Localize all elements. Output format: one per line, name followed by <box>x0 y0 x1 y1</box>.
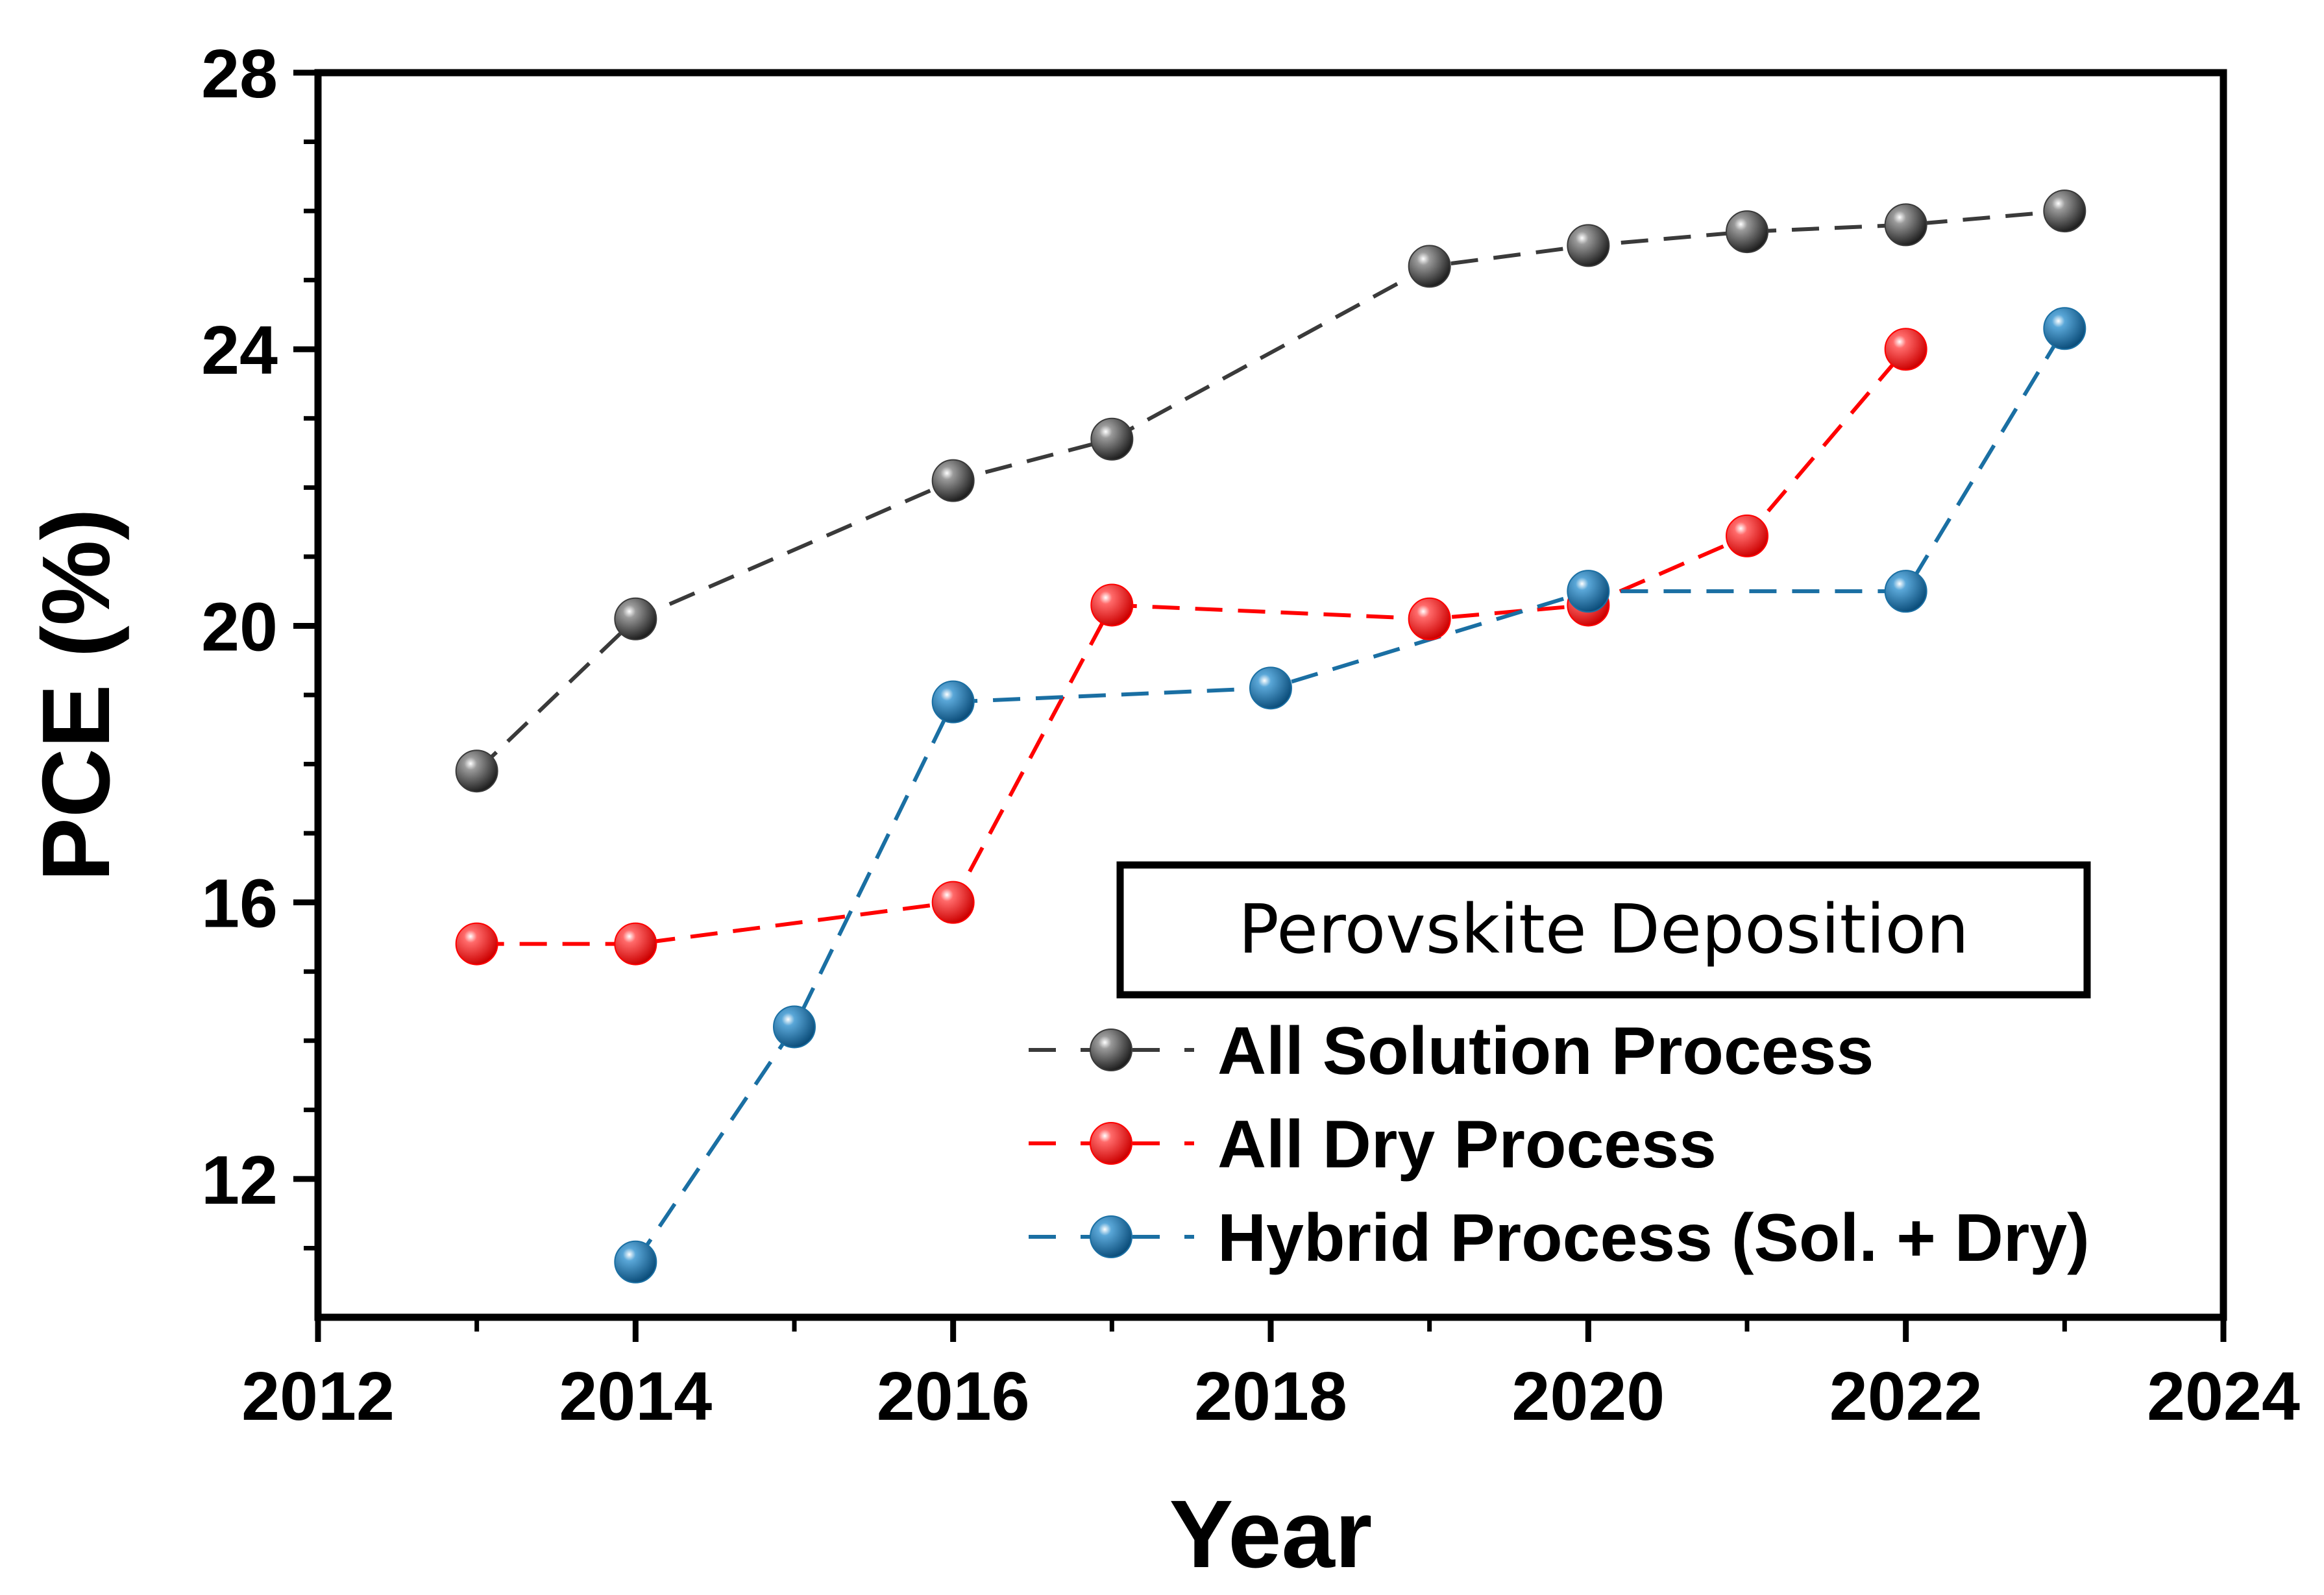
x-axis-title: Year <box>1169 1481 1373 1588</box>
data-point-0-2023 <box>2044 190 2085 232</box>
legend-marker-0 <box>1090 1029 1132 1071</box>
legend: Perovskite Deposition All Solution Proce… <box>1029 865 2090 1276</box>
data-point-2-2015 <box>774 1006 815 1047</box>
legend-marker-2 <box>1090 1216 1132 1258</box>
x-tick-label-2024: 2024 <box>2147 1358 2300 1435</box>
data-point-2-2016 <box>933 681 974 723</box>
x-tick-label-2022: 2022 <box>1829 1358 1983 1435</box>
data-point-0-2016 <box>933 460 974 502</box>
data-point-1-2022 <box>1885 328 1927 370</box>
y-tick-label-24: 24 <box>201 312 278 389</box>
x-tick-label-2020: 2020 <box>1511 1358 1665 1435</box>
y-tick-label-16: 16 <box>201 866 278 942</box>
x-tick-label-2018: 2018 <box>1194 1358 1347 1435</box>
legend-label-0: All Solution Process <box>1217 1014 1874 1089</box>
data-point-0-2019 <box>1409 245 1450 287</box>
data-point-0-2021 <box>1726 211 1768 252</box>
pce-chart: 2012 2014 2016 2018 2020 2022 2024 1216202428 … <box>0 0 2324 1595</box>
data-point-2-2020 <box>1567 570 1609 612</box>
series-line-1 <box>477 349 1906 944</box>
data-point-0-2022 <box>1885 204 1927 245</box>
data-point-1-2014 <box>615 923 656 965</box>
data-point-2-2014 <box>615 1241 656 1283</box>
data-point-1-2019 <box>1409 598 1450 640</box>
y-tick-label-12: 12 <box>201 1142 278 1219</box>
x-tick-label-2012: 2012 <box>241 1358 395 1435</box>
y-axis: 12 16 20 24 28 <box>201 36 318 1248</box>
data-point-0-2020 <box>1567 225 1609 266</box>
data-point-2-2018 <box>1250 667 1291 709</box>
legend-label-1: All Dry Process <box>1217 1107 1717 1182</box>
y-tick-label-20: 20 <box>201 589 278 665</box>
y-axis-title: PCE (%) <box>23 508 130 882</box>
x-tick-label-2014: 2014 <box>559 1358 712 1435</box>
data-point-0-2014 <box>615 598 656 640</box>
data-point-2-2023 <box>2044 308 2085 349</box>
data-point-1-2017 <box>1091 584 1132 626</box>
data-point-1-2016 <box>933 882 974 923</box>
y-tick-label-28: 28 <box>201 36 278 112</box>
legend-title: Perovskite Deposition <box>1238 890 1969 969</box>
data-point-0-2013 <box>456 750 498 792</box>
legend-items: All Solution Process All Dry Process Hybri… <box>1029 1014 2090 1276</box>
x-axis: 2012 2014 2016 2018 2020 2022 2024 <box>241 1317 2300 1435</box>
data-point-2-2022 <box>1885 570 1927 612</box>
x-tick-label-2016: 2016 <box>877 1358 1030 1435</box>
legend-marker-1 <box>1090 1123 1132 1164</box>
data-point-1-2013 <box>456 923 498 965</box>
data-point-0-2017 <box>1091 419 1132 460</box>
legend-label-2: Hybrid Process (Sol. + Dry) <box>1217 1200 2090 1276</box>
data-point-1-2021 <box>1726 515 1768 557</box>
series-lines <box>477 211 2065 1262</box>
